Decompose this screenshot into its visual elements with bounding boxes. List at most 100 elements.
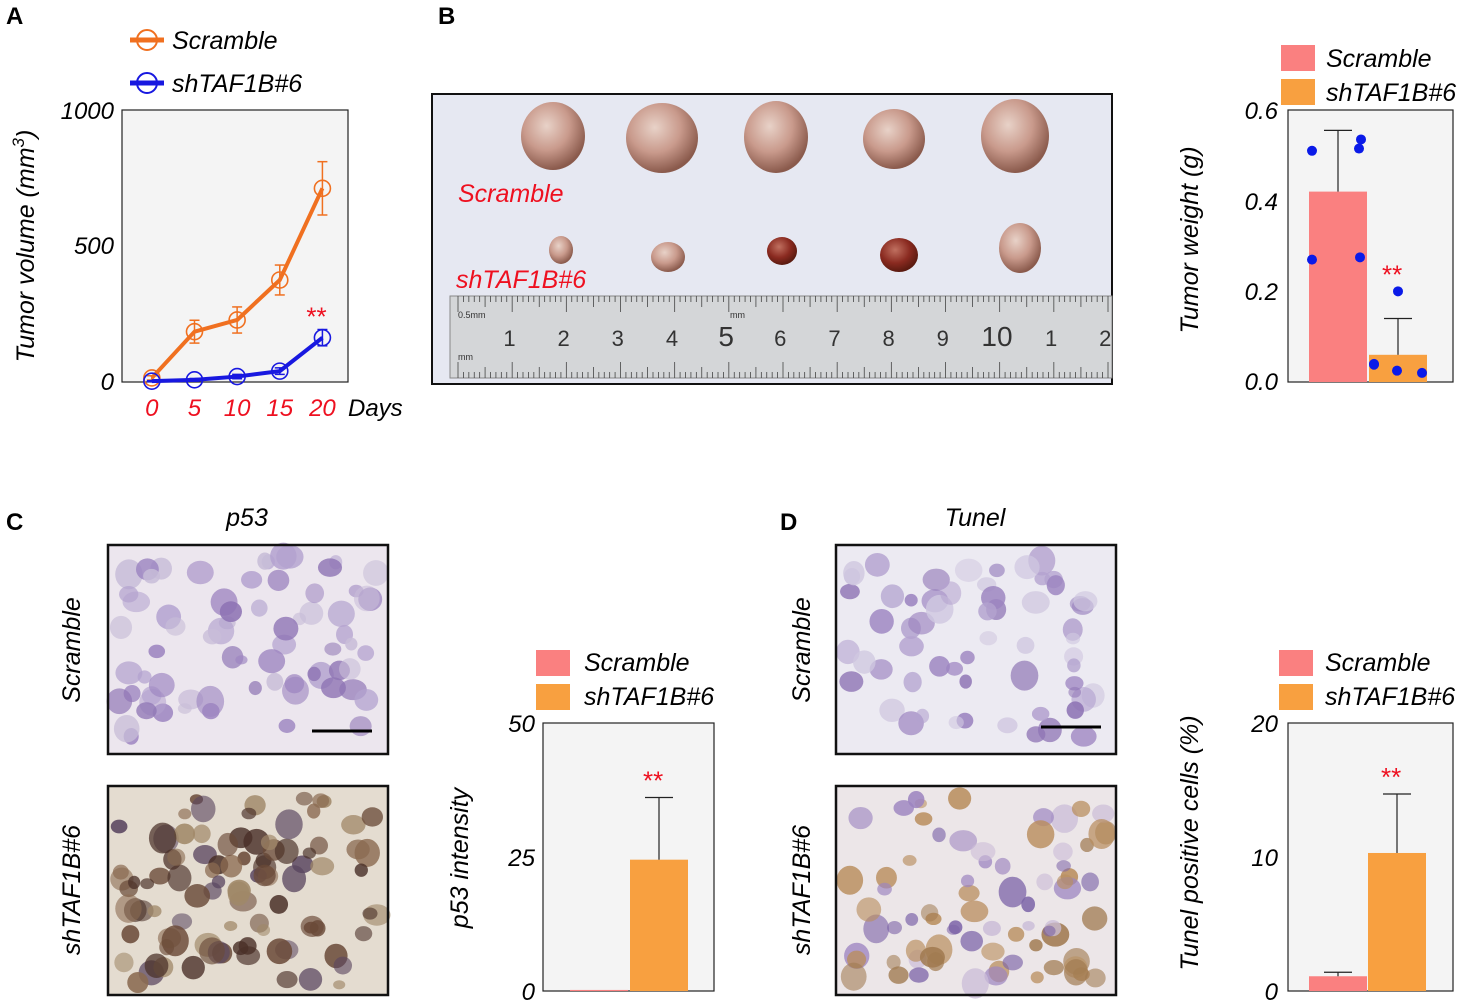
data-point <box>1355 252 1365 263</box>
cell-nucleus <box>887 920 902 935</box>
data-point <box>143 372 161 390</box>
cell-nucleus <box>307 803 321 819</box>
ruler-number: 2 <box>558 326 570 351</box>
cell-nucleus <box>217 832 239 857</box>
cell-nucleus <box>174 823 196 845</box>
cell-nucleus <box>960 874 975 888</box>
cell-nucleus <box>192 824 211 844</box>
cell-nucleus <box>848 806 873 830</box>
cell-nucleus <box>109 615 133 639</box>
cell-nucleus <box>256 924 271 936</box>
cell-nucleus <box>869 608 894 634</box>
cell-nucleus <box>191 795 216 823</box>
cell-nucleus <box>961 968 989 999</box>
micrograph-shtaf1b6 <box>834 784 1118 999</box>
cell-nucleus <box>140 878 155 890</box>
legend-label-scramble: Scramble <box>584 649 690 677</box>
cell-nucleus <box>273 616 299 641</box>
panel-title: p53 <box>225 504 268 532</box>
ruler-unit-label: 0.5mm <box>458 310 486 320</box>
cell-nucleus <box>327 600 355 627</box>
y-tick-label: 500 <box>74 233 115 260</box>
cell-nucleus <box>1050 804 1079 833</box>
cell-nucleus <box>119 585 139 603</box>
cell-nucleus <box>211 875 226 889</box>
cell-nucleus <box>1031 706 1050 721</box>
cell-nucleus <box>1088 819 1115 850</box>
x-tick-label: 5 <box>188 395 202 422</box>
cell-nucleus <box>114 952 134 973</box>
cell-nucleus <box>981 942 1005 961</box>
cell-nucleus <box>1056 874 1074 890</box>
bar-group <box>1307 129 1427 382</box>
cell-nucleus <box>929 656 950 677</box>
cell-nucleus <box>1014 555 1040 580</box>
row-label-scramble: Scramble <box>788 597 816 703</box>
cell-nucleus <box>310 857 335 876</box>
bar-scramble <box>570 989 628 991</box>
cell-nucleus <box>1070 726 1097 747</box>
cell-nucleus <box>361 807 384 827</box>
cell-nucleus <box>998 876 1027 908</box>
tumor <box>651 242 685 272</box>
tumor <box>521 102 585 170</box>
cell-nucleus <box>1021 591 1050 614</box>
y-tick-label: 0.6 <box>1245 98 1279 125</box>
cell-nucleus <box>110 819 128 834</box>
cell-nucleus <box>853 650 876 674</box>
cell-nucleus <box>253 864 276 887</box>
ruler-number: 7 <box>828 326 840 351</box>
cell-nucleus <box>178 808 192 820</box>
cell-nucleus <box>305 583 325 604</box>
cell-nucleus <box>840 583 860 600</box>
y-tick-label: 50 <box>508 711 535 738</box>
y-tick-label: 0.0 <box>1245 369 1279 396</box>
legend-swatch-scramble <box>1281 45 1315 71</box>
legend: Scramble shTAF1B#6 <box>130 27 302 98</box>
cell-nucleus <box>960 930 984 952</box>
y-axis: 0 10 20 Tunel positive cells (%) <box>1176 711 1279 1002</box>
cell-nucleus <box>257 552 273 570</box>
cell-nucleus <box>250 599 268 617</box>
cell-nucleus <box>875 866 897 889</box>
legend-swatch-shtaf1b6 <box>536 684 570 710</box>
bar-scramble <box>1309 191 1367 382</box>
cell-nucleus <box>960 900 989 923</box>
ruler-number: 5 <box>718 321 734 352</box>
cell-nucleus <box>266 938 293 965</box>
ruler-number: 6 <box>774 326 786 351</box>
legend-marker-shtaf1b6 <box>136 72 158 94</box>
cell-nucleus <box>1010 660 1039 691</box>
ruler-number: 9 <box>937 326 949 351</box>
y-tick-label: 20 <box>1250 711 1278 738</box>
cell-nucleus <box>115 559 143 590</box>
significance-marker: ** <box>306 302 326 332</box>
cell-nucleus <box>1034 571 1051 586</box>
cell-nucleus <box>284 674 305 694</box>
scramble-tumors <box>521 99 1049 173</box>
cell-nucleus <box>144 953 169 978</box>
y-tick-label: 0 <box>1265 979 1279 1002</box>
cell-nucleus <box>1063 959 1089 986</box>
cell-nucleus <box>354 863 368 877</box>
tunel-ihc-panel: Tunel Scramble shTAF1B#6 <box>788 504 1118 999</box>
cell-nucleus <box>1067 658 1081 673</box>
tumor <box>767 237 797 265</box>
cell-nucleus <box>903 671 922 693</box>
photo-label-shtaf1b6: shTAF1B#6 <box>456 266 586 294</box>
data-point <box>1307 254 1317 265</box>
cell-nucleus <box>1026 820 1055 849</box>
legend-entry-shtaf1b6: shTAF1B#6 <box>130 70 302 98</box>
legend-swatch-shtaf1b6 <box>1279 684 1313 710</box>
tunel-positive-chart: Scramble shTAF1B#6 0 10 20 Tunel positiv… <box>1176 649 1455 1002</box>
cell-nucleus <box>840 962 867 991</box>
cell-nucleus <box>302 847 317 859</box>
cell-nucleus <box>186 560 214 585</box>
cell-nucleus <box>1016 636 1035 654</box>
micrograph-frame <box>106 543 390 756</box>
cell-nucleus <box>238 937 257 955</box>
cell-nucleus <box>204 862 221 878</box>
cell-nucleus <box>106 688 133 715</box>
cell-nucleus <box>167 864 192 892</box>
x-axis: Days 0 5 10 15 20 <box>145 395 403 422</box>
